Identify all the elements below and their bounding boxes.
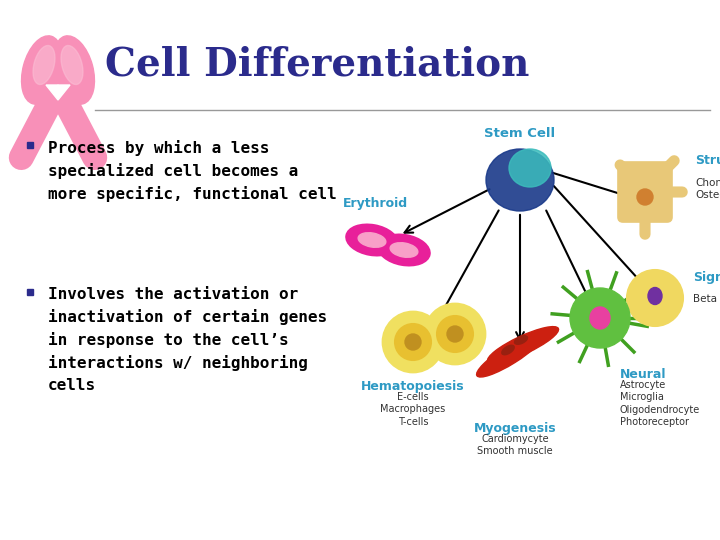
Circle shape xyxy=(570,288,630,348)
Text: Cardiomycyte
Smooth muscle: Cardiomycyte Smooth muscle xyxy=(477,434,553,456)
Ellipse shape xyxy=(509,149,551,187)
Text: Involves the activation or
inactivation of certain genes
in response to the cell: Involves the activation or inactivation … xyxy=(48,287,327,393)
Ellipse shape xyxy=(590,307,610,329)
Ellipse shape xyxy=(378,234,430,266)
Circle shape xyxy=(437,316,473,352)
Ellipse shape xyxy=(53,36,94,104)
Ellipse shape xyxy=(358,233,386,247)
Text: Process by which a less
specialized cell becomes a
more specific, functional cel: Process by which a less specialized cell… xyxy=(48,140,337,202)
Ellipse shape xyxy=(487,327,559,363)
Ellipse shape xyxy=(33,45,55,84)
Circle shape xyxy=(383,312,443,372)
Ellipse shape xyxy=(486,149,554,211)
Text: Beta cell: Beta cell xyxy=(693,294,720,304)
Text: Neural: Neural xyxy=(620,368,667,381)
FancyBboxPatch shape xyxy=(618,162,672,222)
Text: Cell Differentiation: Cell Differentiation xyxy=(105,46,529,84)
Circle shape xyxy=(425,304,485,364)
Text: Stem Cell: Stem Cell xyxy=(485,127,556,140)
FancyArrowPatch shape xyxy=(662,161,674,172)
Ellipse shape xyxy=(477,333,544,377)
Polygon shape xyxy=(46,85,70,100)
Ellipse shape xyxy=(502,345,514,355)
Text: Signaling: Signaling xyxy=(693,272,720,285)
Circle shape xyxy=(395,324,431,360)
Ellipse shape xyxy=(515,336,528,345)
Ellipse shape xyxy=(390,242,418,257)
Ellipse shape xyxy=(61,45,83,84)
Text: Myogenesis: Myogenesis xyxy=(474,422,557,435)
Ellipse shape xyxy=(346,225,397,255)
Text: Astrocyte
Microglia
Oligodendrocyte
Photoreceptor: Astrocyte Microglia Oligodendrocyte Phot… xyxy=(620,380,701,427)
Text: Hematopoiesis: Hematopoiesis xyxy=(361,380,465,393)
Circle shape xyxy=(627,270,683,326)
Circle shape xyxy=(405,334,421,350)
Text: Structural: Structural xyxy=(695,153,720,166)
Text: E-cells
Macrophages
T-cells: E-cells Macrophages T-cells xyxy=(380,392,446,427)
Circle shape xyxy=(447,326,463,342)
Text: Chondrocyte
Osteoblast: Chondrocyte Osteoblast xyxy=(695,178,720,200)
Ellipse shape xyxy=(22,36,63,104)
Ellipse shape xyxy=(648,287,662,305)
Ellipse shape xyxy=(637,189,653,205)
FancyArrowPatch shape xyxy=(620,165,627,172)
FancyArrowPatch shape xyxy=(22,97,53,158)
FancyArrowPatch shape xyxy=(63,97,95,158)
Text: Erythroid: Erythroid xyxy=(343,197,408,210)
